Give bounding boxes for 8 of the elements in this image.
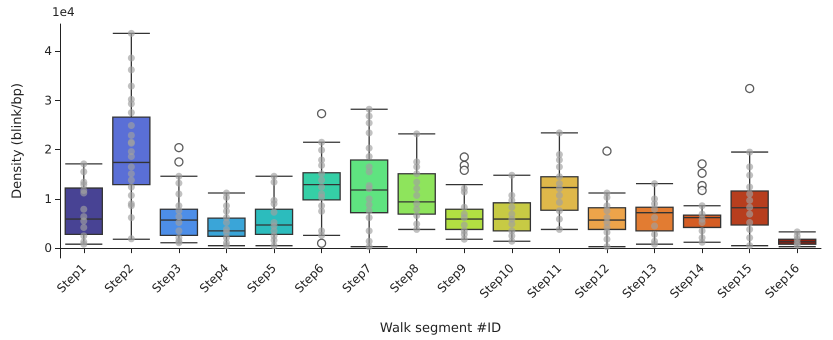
y-tick-label: 4 [44,44,52,58]
y-tick-label: 3 [44,93,52,108]
text: 1e4 [52,5,75,19]
x-axis-title: Walk segment #ID [380,321,502,336]
y-tick-label: 2 [44,142,52,157]
y-axis-title: Density (blink/bp) [10,83,25,199]
y-tick-label: 0 [44,241,52,256]
y-tick-label: 1 [44,192,52,206]
